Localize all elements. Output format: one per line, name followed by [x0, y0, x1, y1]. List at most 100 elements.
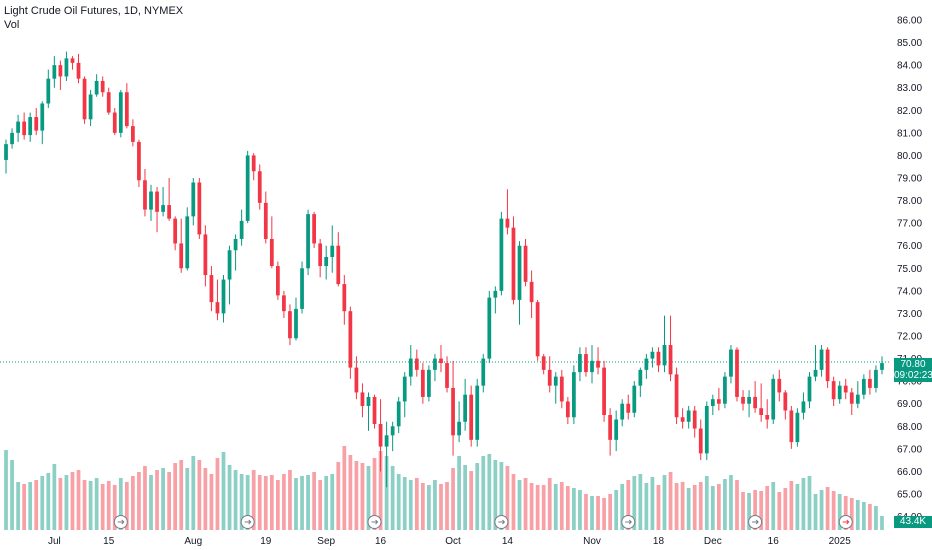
candle	[596, 347, 600, 375]
candle	[565, 396, 570, 425]
volume-bar	[22, 484, 27, 530]
candle-body	[215, 302, 220, 314]
volume-bar	[626, 480, 631, 530]
candle-body	[710, 399, 715, 406]
volume-bar	[173, 463, 178, 530]
volume-bars	[4, 446, 884, 530]
volume-bar	[674, 483, 679, 530]
candle-body	[342, 284, 347, 312]
candle-body	[414, 358, 419, 370]
candle	[396, 396, 401, 434]
event-marker-icon[interactable]	[494, 515, 509, 529]
candle	[523, 238, 528, 287]
candle	[16, 114, 20, 142]
candle	[463, 378, 468, 431]
candle-body	[245, 155, 250, 221]
time-tick-label: 16	[768, 536, 780, 547]
candle-body	[632, 385, 637, 413]
candle-body	[149, 191, 153, 210]
volume-bar	[692, 485, 697, 530]
candle-body	[716, 399, 721, 404]
volume-bar	[294, 478, 298, 530]
candle	[819, 345, 824, 377]
candle-body	[354, 367, 359, 393]
candles	[4, 51, 884, 488]
volume-bar	[312, 472, 316, 530]
candle	[529, 270, 534, 318]
candle	[789, 405, 794, 449]
candle-body	[4, 144, 8, 160]
volume-bar	[614, 490, 619, 530]
time-axis[interactable]: Jul 15 Aug 19 Sep 16 Oct 14 Nov 18 Dec 16 2025	[48, 536, 851, 547]
volume-bar	[565, 486, 570, 530]
time-tick-label: Dec	[704, 536, 722, 547]
volume-bar	[143, 466, 147, 530]
candle-body	[34, 117, 39, 131]
candle	[112, 108, 117, 136]
candle	[245, 150, 250, 224]
event-marker-icon[interactable]	[838, 515, 853, 529]
candle	[747, 390, 751, 418]
event-marker-icon[interactable]	[113, 515, 128, 529]
volume-bar	[131, 476, 135, 530]
candle	[662, 315, 667, 373]
candle-body	[686, 410, 691, 422]
event-marker-icon[interactable]	[240, 515, 255, 529]
volume-bar	[735, 480, 739, 530]
candle	[22, 112, 27, 140]
volume-bar	[64, 475, 69, 530]
candle	[70, 56, 75, 70]
candle	[173, 216, 178, 251]
price-tick-label: 81.00	[897, 128, 922, 139]
candle-body	[40, 103, 45, 131]
time-tick-label: 14	[502, 536, 514, 547]
candle	[807, 372, 812, 409]
candle	[239, 209, 244, 246]
volume-bar	[324, 476, 329, 530]
volume-bar	[759, 491, 764, 530]
candle-body	[880, 363, 884, 370]
candle-body	[112, 112, 117, 133]
candle	[46, 69, 51, 109]
volume-bar	[408, 480, 413, 530]
volume-bar	[4, 450, 8, 530]
candle-body	[318, 243, 323, 267]
volume-bar	[52, 464, 57, 530]
event-marker-icon[interactable]	[748, 515, 763, 529]
candle-body	[161, 205, 165, 212]
event-markers	[113, 515, 853, 529]
candle	[511, 216, 516, 305]
candle	[843, 378, 848, 400]
candle-body	[789, 410, 794, 443]
volume-bar	[747, 493, 751, 530]
price-tick-label: 69.00	[897, 399, 922, 410]
candle	[179, 218, 184, 273]
volume-bar	[390, 466, 395, 530]
volume-bar	[880, 516, 884, 530]
candle	[402, 372, 407, 418]
volume-bar	[499, 462, 504, 530]
candle	[88, 89, 93, 127]
candle-body	[704, 405, 709, 454]
event-marker-icon[interactable]	[367, 515, 382, 529]
candle-body	[384, 435, 389, 447]
volume-bar	[716, 484, 721, 530]
candle-body	[173, 218, 178, 244]
candle-body	[584, 354, 588, 373]
price-tick-label: 70.00	[897, 377, 922, 388]
candle	[578, 347, 582, 382]
volume-bar	[511, 474, 516, 530]
candle	[632, 381, 637, 418]
candle-body	[408, 358, 413, 377]
candle	[861, 374, 866, 400]
candle	[765, 399, 770, 429]
event-marker-icon[interactable]	[621, 515, 636, 529]
candle	[584, 347, 588, 377]
candle	[10, 128, 14, 149]
candle	[137, 139, 141, 188]
volume-bar	[801, 478, 806, 530]
price-axis[interactable]: 86.00 85.00 84.00 83.00 82.00 81.00 80.00 79.00…	[897, 16, 922, 524]
candle-body	[439, 358, 443, 364]
candle	[547, 356, 552, 393]
